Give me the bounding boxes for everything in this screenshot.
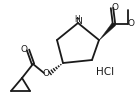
Text: H: H [74,15,80,24]
Text: O: O [42,69,50,78]
Polygon shape [99,23,116,40]
Text: N: N [76,18,82,27]
Text: O: O [128,19,135,28]
Text: O: O [21,46,27,55]
Text: O: O [112,4,118,13]
Text: HCl: HCl [96,67,114,77]
